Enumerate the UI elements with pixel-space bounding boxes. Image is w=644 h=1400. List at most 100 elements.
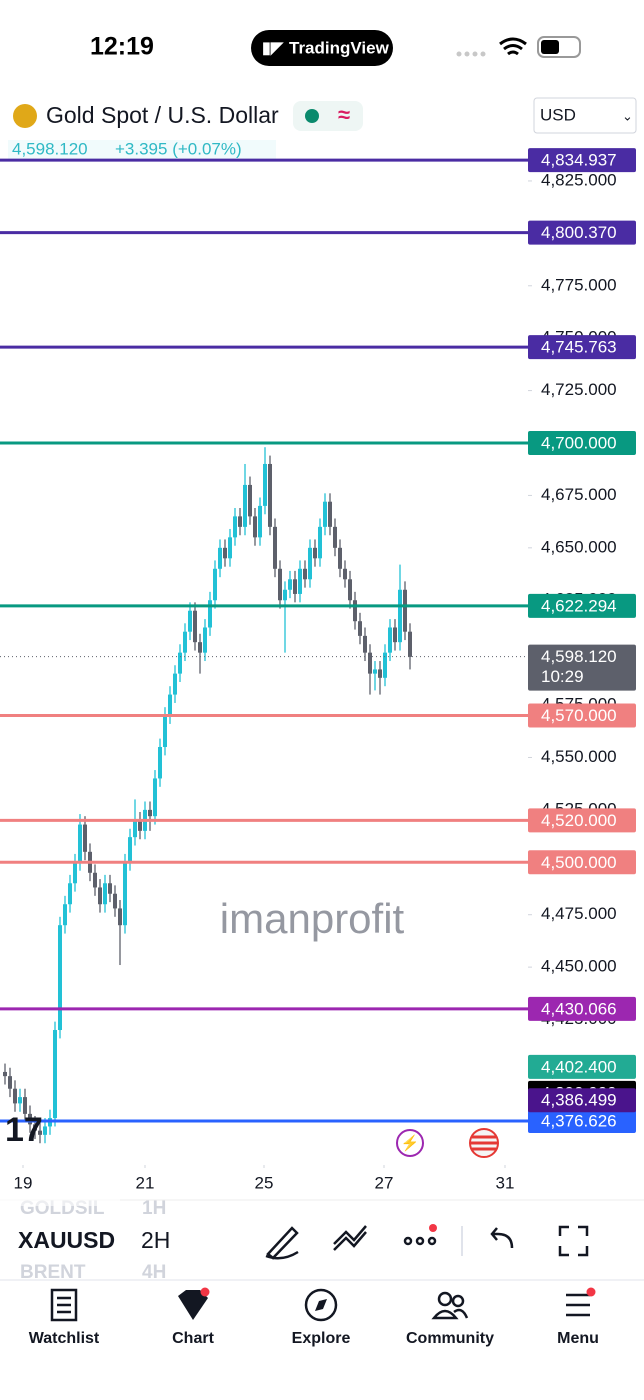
last-price-tag [528, 644, 636, 691]
candle-body [298, 568, 302, 594]
community-icon[interactable] [431, 1291, 469, 1320]
interval[interactable]: 2H [141, 1227, 170, 1253]
candle-body [273, 526, 277, 569]
level-tag [528, 850, 636, 875]
events-icon[interactable] [396, 1129, 424, 1157]
watermark: imanprofit [220, 895, 405, 942]
candle-body [363, 635, 367, 653]
quote: 4,598.120 [12, 139, 88, 158]
nav-label[interactable]: Explore [292, 1330, 351, 1347]
candles [3, 447, 412, 1144]
candle-body [203, 627, 207, 653]
level-tag [528, 335, 636, 360]
interval-next[interactable]: 4H [142, 1262, 166, 1283]
candle-body [308, 547, 312, 580]
candle-body [398, 589, 402, 643]
candle-body [368, 652, 372, 674]
nav-bar [0, 1280, 644, 1400]
candle-body [153, 778, 157, 817]
explore-needle [315, 1299, 327, 1311]
level-tag-label: 4,745.763 [541, 338, 617, 357]
explore-icon[interactable] [304, 1288, 338, 1322]
gold-icon [13, 104, 37, 128]
currency-select[interactable] [533, 97, 637, 134]
countdown: 10:29 [541, 667, 584, 686]
candle-body [93, 872, 97, 888]
candle-body [238, 516, 242, 527]
interval-prev[interactable]: 1H [142, 1198, 166, 1219]
level-tag [528, 996, 636, 1021]
symbol-name[interactable]: Gold Spot / U.S. Dollar [46, 102, 279, 128]
candle-body [173, 673, 177, 695]
y-tick-label: 4,550.000 [541, 747, 617, 766]
candle-body [13, 1088, 17, 1104]
battery-level [541, 40, 559, 54]
level-tag [528, 703, 636, 728]
candle-body [348, 579, 352, 601]
level-tag-label: 4,520.000 [541, 811, 617, 830]
candle-body [63, 904, 67, 926]
candle-body [338, 547, 342, 569]
status-pill[interactable] [293, 101, 363, 131]
candle-body [328, 501, 332, 527]
chart-icon[interactable] [178, 1290, 208, 1320]
tv-logo: 17 [5, 1111, 43, 1149]
candle-body [288, 579, 292, 590]
candle-body [188, 610, 192, 632]
level-tag [528, 808, 636, 833]
battery [537, 36, 581, 58]
y-tick-label: 4,675.000 [541, 485, 617, 504]
candle-body [73, 862, 77, 884]
currency[interactable]: USD [540, 105, 576, 124]
nav-label[interactable]: Community [406, 1330, 494, 1347]
candle-body [248, 484, 252, 517]
candle-body [278, 568, 282, 601]
menu-badge [586, 1287, 596, 1297]
candle-body [68, 883, 72, 905]
candle-body [148, 809, 152, 817]
level-tag [528, 220, 636, 245]
nav-label[interactable]: Watchlist [29, 1330, 100, 1347]
app-pill [251, 30, 393, 66]
candle-body [163, 715, 167, 747]
candle-body [23, 1097, 27, 1114]
candle-body [223, 547, 227, 559]
nav-label[interactable]: Menu [557, 1330, 599, 1347]
menu-icon[interactable] [566, 1293, 590, 1317]
candle-body [228, 537, 232, 559]
level-tag [528, 431, 636, 456]
candle-body [318, 526, 322, 559]
candle-body [323, 501, 327, 527]
candle-body [58, 925, 62, 1031]
undo[interactable] [490, 1227, 514, 1249]
more-tools[interactable] [403, 1236, 437, 1246]
badge [429, 1224, 437, 1232]
lines-tool[interactable] [333, 1225, 367, 1251]
candle-body [103, 883, 107, 905]
candle-body [303, 568, 307, 580]
level-tag-label: 4,430.066 [541, 999, 617, 1018]
watchlist-icon[interactable] [50, 1288, 78, 1322]
candle-body [158, 746, 162, 779]
draw-tool[interactable] [265, 1226, 299, 1260]
symbol-next[interactable]: BRENT [20, 1262, 86, 1283]
candle-body [353, 600, 357, 622]
candle-body [283, 589, 287, 601]
candle-body [178, 652, 182, 674]
candle-body [383, 652, 387, 678]
y-tick-label: 4,725.000 [541, 380, 617, 399]
x-tick-label: 25 [255, 1173, 274, 1192]
candle-body [78, 824, 82, 863]
candle-body [268, 463, 272, 527]
price-tag [528, 1054, 636, 1079]
fullscreen[interactable] [558, 1225, 589, 1257]
candle-body [53, 1030, 57, 1119]
nav-label[interactable]: Chart [172, 1330, 214, 1347]
candle-body [113, 893, 117, 909]
candle-body [313, 547, 317, 559]
candle-body [18, 1097, 22, 1104]
candle-body [358, 621, 362, 636]
symbol[interactable]: XAUUSD [18, 1227, 115, 1253]
